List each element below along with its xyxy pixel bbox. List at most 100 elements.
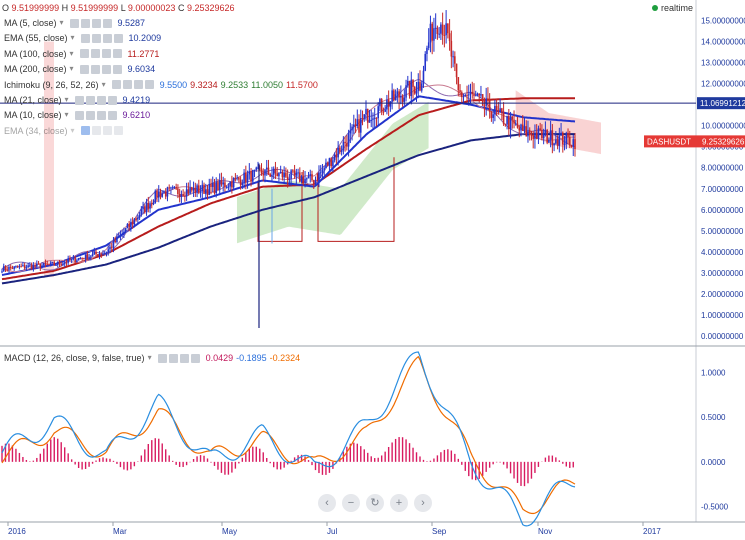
close-icon[interactable] — [112, 64, 122, 74]
ohlc-close: 9.25329626 — [186, 3, 235, 13]
candle-body — [41, 265, 43, 268]
indicator-name: MA (5, close) — [4, 18, 57, 28]
legend-ma-200-close[interactable]: MA (200, close) ▾ 9.6034 — [4, 63, 155, 75]
candle-body — [131, 222, 134, 225]
candle-body — [279, 171, 282, 174]
settings-icon[interactable] — [91, 126, 101, 136]
close-icon[interactable] — [107, 95, 117, 105]
symbol-tag-name: DASHUSDT — [647, 137, 691, 146]
candle-body — [438, 33, 440, 35]
add-icon[interactable] — [133, 80, 143, 90]
chevron-down-icon[interactable]: ▾ — [64, 110, 69, 120]
visibility-icon[interactable] — [69, 18, 79, 28]
candle-body — [46, 264, 49, 266]
candle-body — [494, 105, 496, 115]
indicator-value: 10.2009 — [128, 33, 162, 44]
settings-icon[interactable] — [91, 33, 101, 43]
chevron-down-icon[interactable]: ▾ — [70, 125, 75, 135]
candle-body — [299, 172, 301, 182]
add-icon[interactable] — [101, 49, 111, 59]
chevron-down-icon[interactable]: ▾ — [59, 18, 64, 27]
candle-body — [316, 179, 319, 182]
candle-body — [481, 94, 484, 106]
legend-ma-21-close[interactable]: MA (21, close) ▾ 9.4219 — [4, 94, 150, 106]
candle-body — [323, 168, 326, 170]
candle-body — [213, 183, 216, 194]
visibility-icon[interactable] — [79, 64, 89, 74]
candle-body — [116, 236, 118, 242]
legend-ma-100-close[interactable]: MA (100, close) ▾ 11.2771 — [4, 48, 159, 60]
close-icon[interactable] — [144, 80, 154, 90]
chevron-down-icon[interactable]: ▾ — [70, 33, 75, 43]
visibility-icon[interactable] — [74, 95, 84, 105]
candle-body — [326, 162, 329, 166]
close-icon[interactable] — [102, 18, 112, 28]
close-icon[interactable] — [113, 33, 123, 43]
candle-body — [518, 127, 521, 131]
zoom-out-button[interactable]: − — [342, 494, 360, 512]
candle-body — [138, 215, 141, 218]
visibility-icon[interactable] — [157, 353, 167, 363]
candle-body — [6, 269, 9, 271]
add-icon[interactable] — [179, 353, 189, 363]
visibility-icon[interactable] — [111, 80, 121, 90]
price-tick-label: 12.00000000 — [701, 80, 745, 89]
candle-body — [29, 265, 31, 267]
chevron-down-icon[interactable]: ▾ — [69, 48, 74, 58]
candle-body — [164, 191, 167, 197]
candle-body — [222, 182, 224, 185]
close-icon[interactable] — [107, 110, 117, 120]
reset-button[interactable]: ↻ — [366, 494, 384, 512]
settings-icon[interactable] — [90, 49, 100, 59]
close-icon[interactable] — [190, 353, 200, 363]
settings-icon[interactable] — [122, 80, 132, 90]
add-icon[interactable] — [102, 126, 112, 136]
ohlc-open: 9.51999999 — [11, 3, 60, 13]
settings-icon[interactable] — [90, 64, 100, 74]
candle-body — [23, 265, 26, 269]
add-icon[interactable] — [91, 18, 101, 28]
settings-icon[interactable] — [80, 18, 90, 28]
settings-icon[interactable] — [85, 110, 95, 120]
add-icon[interactable] — [102, 33, 112, 43]
legend-ma-10-close[interactable]: MA (10, close) ▾ 9.6210 — [4, 109, 150, 121]
settings-icon[interactable] — [85, 95, 95, 105]
candle-body — [508, 115, 510, 130]
visibility-icon[interactable] — [80, 126, 90, 136]
scroll-left-button[interactable]: ‹ — [318, 494, 336, 512]
add-icon[interactable] — [96, 110, 106, 120]
visibility-icon[interactable] — [79, 49, 89, 59]
legend-macd[interactable]: MACD (12, 26, close, 9, false, true) ▾ 0.0… — [4, 352, 300, 364]
add-icon[interactable] — [101, 64, 111, 74]
visibility-icon[interactable] — [74, 110, 84, 120]
close-icon[interactable] — [113, 126, 123, 136]
chevron-down-icon[interactable]: ▾ — [101, 79, 106, 89]
legend-ma-5-close[interactable]: MA (5, close) ▾ 9.5287 — [4, 17, 145, 29]
candle-body — [37, 263, 40, 265]
candle-body — [83, 258, 85, 260]
candle-body — [144, 206, 146, 213]
visibility-icon[interactable] — [80, 33, 90, 43]
chevron-down-icon[interactable]: ▾ — [147, 353, 152, 362]
candle-body — [90, 256, 92, 258]
close-icon[interactable] — [112, 49, 122, 59]
candle-body — [460, 92, 463, 97]
chevron-down-icon[interactable]: ▾ — [64, 95, 69, 104]
chevron-down-icon[interactable]: ▾ — [69, 64, 74, 74]
legend-ema-55-close[interactable]: EMA (55, close) ▾ 10.2009 — [4, 32, 161, 44]
add-icon[interactable] — [96, 95, 106, 105]
legend-ema-34-close[interactable]: EMA (34, close) ▾ — [4, 125, 126, 137]
candle-body — [309, 174, 312, 176]
ma-200-line — [1, 133, 575, 285]
candle-body — [44, 262, 47, 265]
indicator-name: MA (200, close) — [4, 64, 67, 75]
legend-ichimoku-9-26-52-26[interactable]: Ichimoku (9, 26, 52, 26) ▾ 9.5500 9.3234 9.2… — [4, 79, 318, 91]
candle-body — [177, 188, 179, 194]
price-tick-label: 1.00000000 — [701, 311, 744, 320]
indicator-name: MACD (12, 26, close, 9, false, true) — [4, 353, 145, 363]
scroll-right-button[interactable]: › — [414, 494, 432, 512]
settings-icon[interactable] — [168, 353, 178, 363]
zoom-in-button[interactable]: + — [390, 494, 408, 512]
macd-tick-label: 0.5000 — [701, 413, 726, 422]
